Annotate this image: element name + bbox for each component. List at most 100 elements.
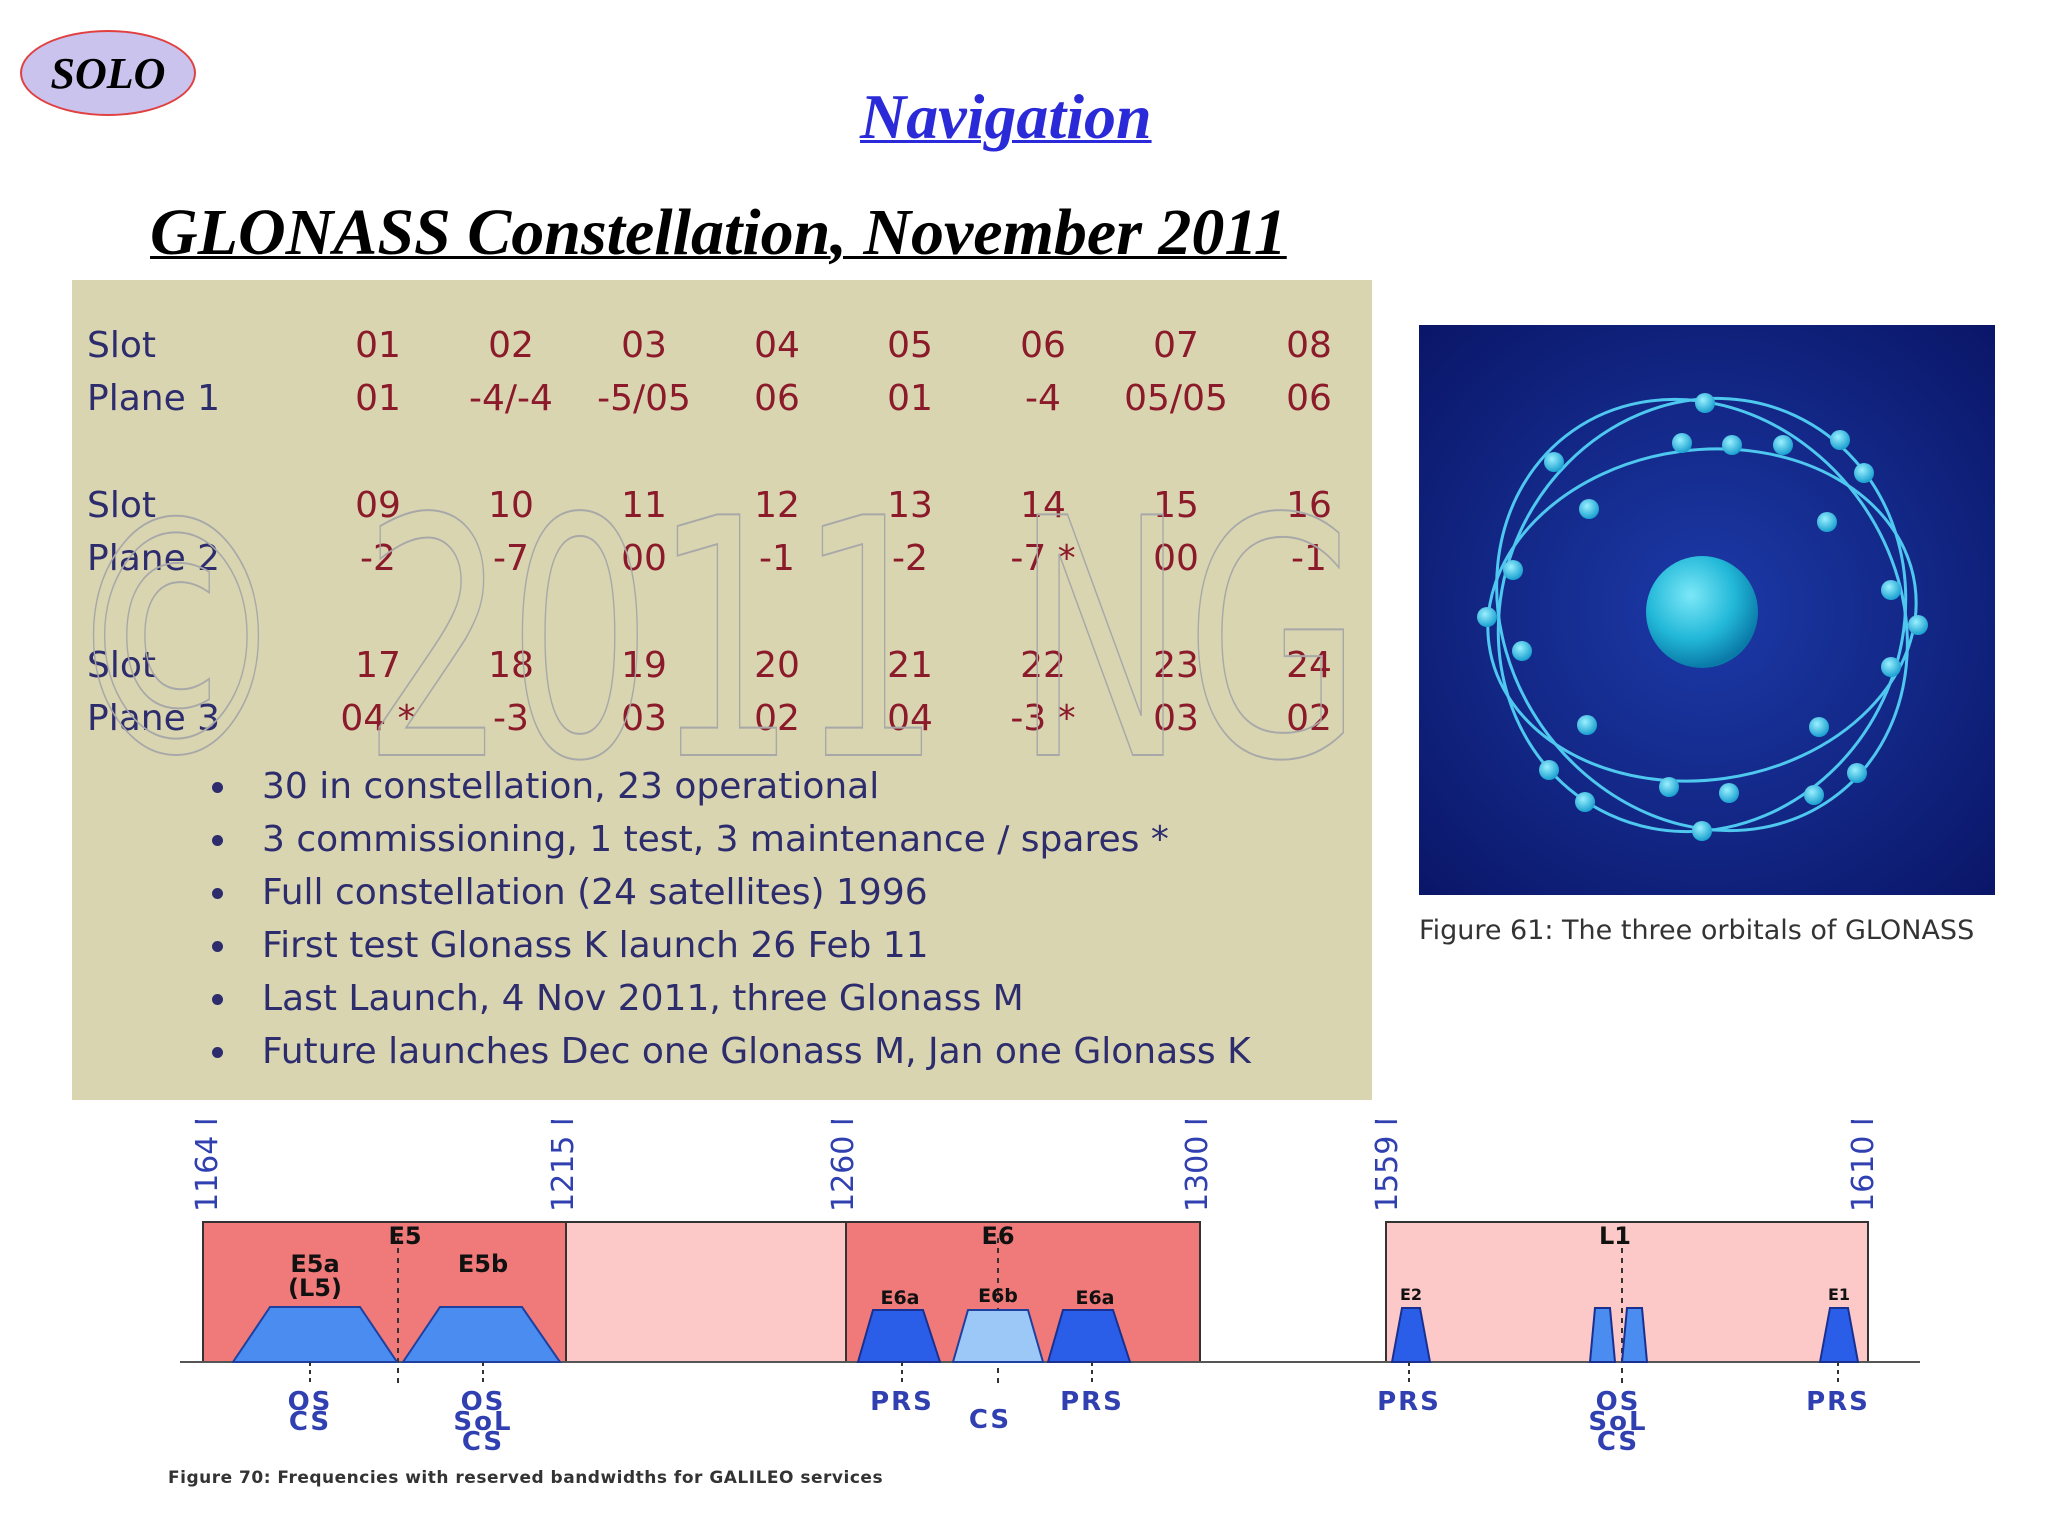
- signal-labels: E5a (L5) E5b E6a E6b E6a E2 E1: [288, 1250, 1850, 1309]
- satellite: [1881, 580, 1901, 600]
- service-label: OS: [1596, 1387, 1641, 1417]
- list-item: Future launches Dec one Glonass M, Jan o…: [212, 1025, 1251, 1078]
- satellite: [1773, 435, 1793, 455]
- slot-number: 11: [621, 485, 667, 526]
- signal-label: E6a: [1075, 1287, 1114, 1309]
- bullet-list: 30 in constellation, 23 operational 3 co…: [212, 760, 1251, 1078]
- list-item: Full constellation (24 satellites) 1996: [212, 866, 1251, 919]
- satellite: [1830, 430, 1850, 450]
- glonass-orbit-figure: [1419, 325, 1995, 895]
- satellite: [1719, 783, 1739, 803]
- freq-label: 1215 MHz: [546, 1120, 581, 1212]
- signal-e6a-left: [856, 1309, 942, 1363]
- plane-value: 06: [1286, 378, 1332, 419]
- service-label: PRS: [1806, 1387, 1870, 1417]
- slot-number: 01: [355, 325, 401, 366]
- orbit-ring: [1495, 397, 1909, 833]
- service-label: CS: [289, 1407, 331, 1437]
- solo-badge-label: SOLO: [50, 48, 166, 98]
- solo-badge: SOLO: [20, 30, 196, 116]
- freq-label: 1260 MHz: [826, 1120, 861, 1212]
- satellite: [1672, 433, 1692, 453]
- satellite: [1847, 763, 1867, 783]
- plane-value: -5/05: [597, 378, 691, 419]
- slot-number: 05: [887, 325, 933, 366]
- slot-label: Slot: [87, 485, 156, 526]
- satellite: [1577, 715, 1597, 735]
- slot-number: 18: [488, 645, 534, 686]
- band-label: L1: [1599, 1222, 1631, 1250]
- plane-label: Plane 2: [87, 538, 221, 579]
- signal-label: E6a: [880, 1287, 919, 1309]
- slot-number: 04: [754, 325, 800, 366]
- satellites: [1477, 393, 1928, 841]
- signal-e6a-right: [1046, 1309, 1132, 1363]
- plane-label: Plane 3: [87, 698, 221, 739]
- plane-value: -4/-4: [469, 378, 553, 419]
- slot-number: 08: [1286, 325, 1332, 366]
- plane-value: 00: [1153, 538, 1199, 579]
- slot-number: 09: [355, 485, 401, 526]
- list-item: Last Launch, 4 Nov 2011, three Glonass M: [212, 972, 1251, 1025]
- signal-e2: [1390, 1307, 1432, 1363]
- plane-value: 04 *: [340, 698, 416, 739]
- signal-label: E2: [1400, 1285, 1422, 1304]
- frequency-labels: 1164 MHz 1215 MHz 1260 MHz 1300 MHz 1559…: [190, 1120, 1881, 1212]
- list-item: First test Glonass K launch 26 Feb 11: [212, 919, 1251, 972]
- slot-number: 24: [1286, 645, 1332, 686]
- slot-number: 14: [1020, 485, 1066, 526]
- section-title[interactable]: Navigation: [860, 81, 1152, 152]
- galileo-frequency-diagram: 1164 MHz 1215 MHz 1260 MHz 1300 MHz 1559…: [180, 1120, 1920, 1457]
- slot-number: 16: [1286, 485, 1332, 526]
- service-labels: OS CS OS SoL CS PRS CS PRS PRS OS SoL CS…: [288, 1387, 1870, 1457]
- signal-e6b: [951, 1309, 1045, 1363]
- plane-value: 06: [754, 378, 800, 419]
- satellite: [1575, 792, 1595, 812]
- band-label: E6: [981, 1222, 1014, 1250]
- plane-value: 01: [355, 378, 401, 419]
- plane-value: -7 *: [1010, 538, 1076, 579]
- slot-label: Slot: [87, 325, 156, 366]
- satellite: [1503, 560, 1523, 580]
- service-ticks: [309, 1362, 1839, 1386]
- list-item: 3 commissioning, 1 test, 3 maintenance /…: [212, 813, 1251, 866]
- plane-value: -2: [892, 538, 928, 579]
- signal-label: E6b: [978, 1285, 1018, 1307]
- satellite: [1817, 512, 1837, 532]
- satellite: [1579, 499, 1599, 519]
- slot-number: 03: [621, 325, 667, 366]
- freq-label: 1164 MHz: [190, 1120, 225, 1212]
- frequency-diagram-caption: Figure 70: Frequencies with reserved ban…: [168, 1468, 884, 1488]
- plane-value: -3 *: [1010, 698, 1076, 739]
- plane-value: -2: [360, 538, 396, 579]
- band-gap: [565, 1221, 847, 1363]
- signal-label: (L5): [288, 1274, 342, 1302]
- slot-number: 17: [355, 645, 401, 686]
- satellite: [1695, 393, 1715, 413]
- signal-e1: [1818, 1307, 1860, 1363]
- slot-number: 07: [1153, 325, 1199, 366]
- signal-l1-os-left: [1588, 1307, 1617, 1363]
- plane-value: 00: [621, 538, 667, 579]
- satellite: [1809, 717, 1829, 737]
- signal-label: E5b: [458, 1250, 508, 1278]
- slot-number: 12: [754, 485, 800, 526]
- plane-label: Plane 1: [87, 378, 221, 419]
- plane-value: 02: [1286, 698, 1332, 739]
- plane-value: 03: [1153, 698, 1199, 739]
- slot-number: 19: [621, 645, 667, 686]
- slot-number: 13: [887, 485, 933, 526]
- slot-number: 02: [488, 325, 534, 366]
- satellite: [1512, 641, 1532, 661]
- service-label: PRS: [1377, 1387, 1441, 1417]
- slot-number: 06: [1020, 325, 1066, 366]
- orbit-figure-caption: Figure 61: The three orbitals of GLONASS: [1419, 915, 1975, 946]
- satellite: [1692, 821, 1712, 841]
- satellite: [1477, 607, 1497, 627]
- slot-label: Slot: [87, 645, 156, 686]
- slot-number: 10: [488, 485, 534, 526]
- signal-e5a: [231, 1306, 399, 1363]
- freq-label: 1300 MHz: [1180, 1120, 1215, 1212]
- satellite: [1908, 615, 1928, 635]
- slot-number: 15: [1153, 485, 1199, 526]
